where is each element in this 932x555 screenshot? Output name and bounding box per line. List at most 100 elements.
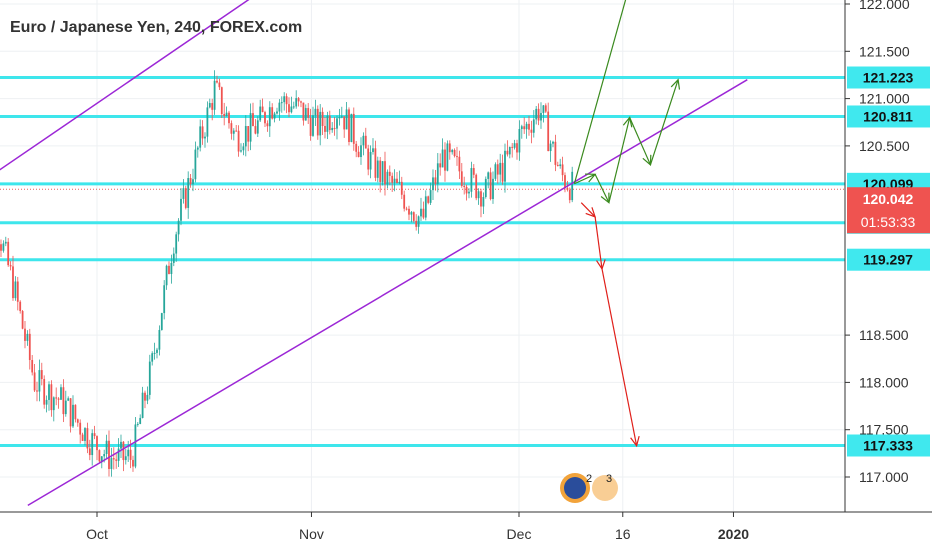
green-long-arrow-segment-0[interactable]: [573, 0, 629, 184]
candle-body-244: [564, 175, 566, 188]
candle-body-235: [542, 105, 545, 114]
candle-body-83: [177, 220, 180, 235]
candle-body-224: [516, 143, 518, 153]
candle-body-51: [100, 456, 103, 462]
candle-body-72: [151, 353, 154, 362]
candle-body-73: [153, 352, 156, 354]
candle-body-94: [204, 136, 206, 139]
candle-body-155: [350, 113, 353, 142]
current-price-label: 120.042: [863, 191, 914, 207]
candle-body-137: [307, 108, 310, 118]
green-projection-segment-3[interactable]: [629, 117, 651, 166]
candle-body-20: [26, 333, 29, 341]
candle-body-104: [228, 112, 230, 124]
candle-body-245: [566, 187, 569, 190]
red-projection-segment-2[interactable]: [601, 268, 638, 446]
candle-body-91: [196, 147, 199, 150]
candle-body-89: [192, 179, 194, 185]
candle-body-123: [273, 113, 276, 119]
candle-body-111: [244, 126, 247, 147]
candle-body-200: [458, 156, 461, 172]
channel-lines[interactable]: [0, 0, 748, 507]
candle-body-202: [463, 185, 466, 187]
y-tick-label-5: 118.000: [859, 374, 909, 390]
candle-body-128: [285, 96, 288, 105]
candle-body-145: [326, 115, 329, 132]
red-projection-segment-1[interactable]: [594, 216, 603, 269]
level-badge-label-0: 121.223: [863, 70, 914, 86]
candle-body-9: [0, 244, 2, 251]
candle-body-237: [547, 111, 550, 152]
candle-body-10: [2, 243, 5, 251]
candle-body-186: [424, 196, 427, 218]
candle-body-126: [280, 102, 283, 104]
channel-line-lower[interactable]: [27, 79, 748, 507]
candle-body-112: [247, 126, 250, 142]
candle-body-59: [120, 441, 122, 449]
candle-body-38: [69, 398, 72, 427]
candle-body-169: [384, 161, 386, 185]
candle-body-138: [309, 117, 312, 136]
candle-body-22: [31, 360, 34, 373]
candle-body-92: [199, 126, 202, 148]
candle-body-39: [72, 404, 74, 427]
candle-body-52: [103, 454, 106, 457]
candle-body-124: [276, 111, 278, 114]
candle-body-160: [362, 135, 365, 146]
y-tick-label-6: 117.500: [859, 422, 909, 438]
current-price-badge: [847, 187, 930, 234]
candle-body-172: [391, 175, 394, 183]
horizontal-levels[interactable]: [0, 76, 845, 447]
channel-line-upper[interactable]: [0, 0, 270, 184]
chart-title: Euro / Japanese Yen, 240, FOREX.com: [10, 19, 302, 36]
candle-body-132: [295, 98, 298, 107]
candle-body-75: [158, 329, 161, 350]
candle-body-135: [302, 102, 305, 121]
red-projection-head-0: [585, 207, 597, 218]
green-projection-segment-4[interactable]: [649, 79, 679, 166]
projection-arrows[interactable]: [573, 0, 681, 448]
candle-body-15: [14, 281, 17, 299]
candle-body-175: [398, 181, 401, 184]
candle-body-219: [504, 150, 506, 182]
candle-body-173: [393, 178, 396, 183]
candle-body-246: [568, 189, 571, 201]
price-axis[interactable]: 122.000 121.500 121.000 120.500 118.500 118.0…: [845, 0, 910, 485]
candle-body-183: [417, 216, 420, 227]
red-projection-segment-0[interactable]: [580, 202, 596, 218]
candle-body-131: [292, 106, 295, 108]
candle-body-113: [249, 113, 252, 142]
green-projection-segment-0[interactable]: [574, 173, 596, 185]
candle-body-57: [115, 459, 118, 461]
candle-body-79: [168, 265, 170, 274]
candle-body-240: [554, 141, 557, 165]
green-projection-segment-2[interactable]: [608, 117, 631, 203]
candle-body-121: [268, 107, 271, 127]
candle-body-110: [242, 146, 245, 151]
candle-body-218: [501, 162, 504, 182]
candle-body-45: [86, 428, 89, 449]
candle-body-181: [412, 212, 415, 221]
candle-body-46: [88, 448, 91, 456]
candle-body-190: [434, 177, 437, 185]
candle-body-153: [345, 109, 348, 130]
candle-body-228: [525, 123, 528, 130]
level-badge-5: [847, 434, 930, 457]
candle-body-18: [21, 311, 24, 329]
green-projection-segment-1[interactable]: [594, 174, 610, 203]
candle-body-197: [451, 149, 454, 153]
candle-body-146: [328, 115, 331, 131]
candle-body-215: [494, 164, 497, 179]
price-axis-labels: 121.223120.811120.099119.687119.297117.3…: [847, 66, 930, 457]
candle-body-139: [312, 115, 314, 136]
candle-body-125: [278, 102, 281, 112]
candle-body-84: [180, 198, 182, 221]
time-axis[interactable]: Oct Nov Dec 16 2020: [86, 512, 749, 542]
candle-body-19: [24, 328, 26, 341]
candle-body-133: [297, 98, 300, 102]
svg-text:2: 2: [586, 473, 592, 485]
candle-body-122: [271, 107, 274, 119]
candle-body-220: [506, 150, 509, 155]
